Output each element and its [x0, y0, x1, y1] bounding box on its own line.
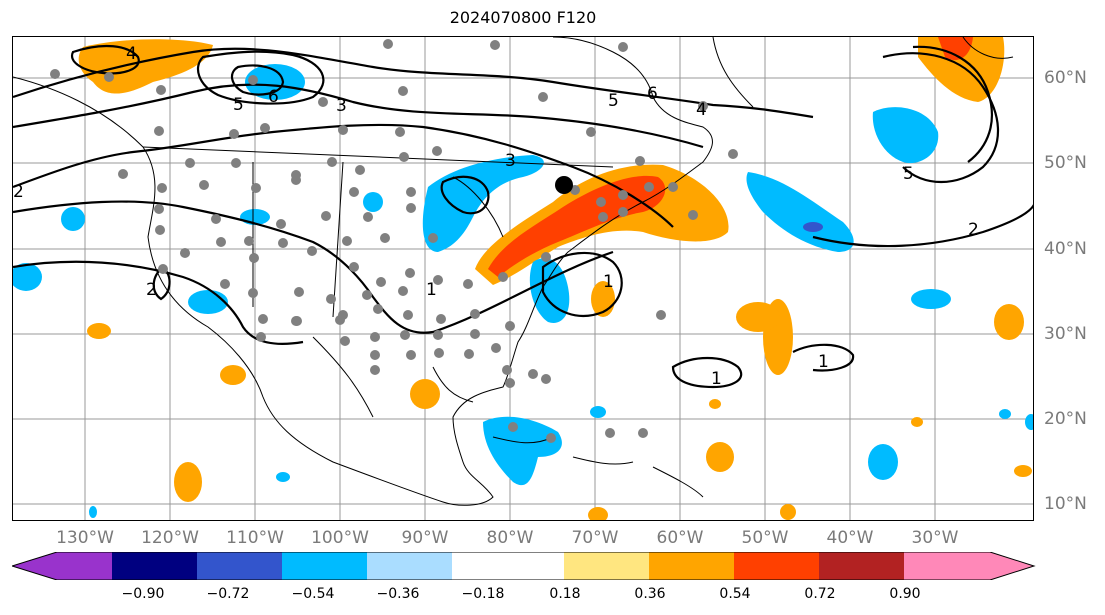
contour-labels: 4 5 6 3 5 6 4 3 2 2 1 1 1 1 2 5	[13, 44, 979, 389]
contour-lines	[13, 44, 1033, 389]
contour-label: 5	[903, 164, 914, 184]
contour-label: 3	[505, 151, 516, 171]
colorbar-segment	[819, 552, 904, 580]
colorbar-segment	[904, 552, 1034, 580]
anomaly-shading	[13, 37, 1033, 520]
station-markers	[50, 39, 738, 443]
contour-label: 1	[603, 272, 614, 292]
lon-label: 80°W	[486, 528, 534, 548]
colorbar-tick: −0.18	[461, 586, 505, 602]
negative-anomaly-ne-atlantic	[872, 107, 939, 164]
positive-anomaly-northeast	[475, 164, 729, 285]
lat-label: 50°N	[1044, 153, 1087, 173]
colorbar-segment	[367, 552, 452, 580]
colorbar-tick: 0.18	[549, 586, 581, 602]
colorbar-tick: −0.54	[291, 586, 335, 602]
lat-label: 10°N	[1044, 494, 1087, 514]
contour-label: 6	[268, 87, 279, 107]
colorbar-tick: −0.36	[376, 586, 420, 602]
lon-label: 120°W	[141, 528, 199, 548]
colorbar-segment	[112, 552, 197, 580]
contour-label: 5	[233, 95, 244, 115]
colorbar-tick: −0.90	[121, 586, 165, 602]
colorbar-tick: 0.90	[889, 586, 921, 602]
lon-label: 30°W	[911, 528, 959, 548]
colorbar-segment	[452, 552, 564, 580]
lat-label: 30°N	[1044, 324, 1087, 344]
contour-label: 1	[818, 352, 829, 372]
contour-label: 1	[711, 369, 722, 389]
colorbar-tick: 0.54	[719, 586, 751, 602]
colorbar-segment	[734, 552, 819, 580]
colorbar-tick: 0.36	[634, 586, 666, 602]
colorbar-segment	[649, 552, 734, 580]
contour-label: 2	[968, 220, 979, 240]
lon-label: 70°W	[571, 528, 619, 548]
colorbar-tick: 0.72	[804, 586, 836, 602]
point-marker	[555, 176, 573, 194]
colorbar-segment	[282, 552, 367, 580]
map-canvas: 4 5 6 3 5 6 4 3 2 2 1 1 1 1 2 5	[13, 37, 1033, 520]
lat-label: 60°N	[1044, 68, 1087, 88]
lon-label: 50°W	[741, 528, 789, 548]
colorbar-segment	[12, 552, 112, 580]
contour-label: 6	[647, 84, 658, 104]
negative-anomaly-caribbean	[483, 416, 562, 486]
lon-label: 130°W	[56, 528, 114, 548]
contour-label: 2	[146, 280, 157, 300]
lat-label: 40°N	[1044, 239, 1087, 259]
negative-anomaly-coast	[529, 258, 570, 323]
colorbar-tick: −0.72	[206, 586, 250, 602]
colorbar	[12, 552, 1036, 580]
contour-label: 4	[696, 100, 707, 120]
contour-label: 1	[426, 280, 437, 300]
lon-label: 110°W	[226, 528, 284, 548]
contour-label: 5	[608, 91, 619, 111]
strong-positive-anomaly	[488, 175, 666, 277]
colorbar-segment	[197, 552, 282, 580]
map-title: 2024070800 F120	[449, 8, 597, 27]
lon-label: 40°W	[826, 528, 874, 548]
lon-label: 60°W	[656, 528, 704, 548]
contour-label: 4	[126, 44, 137, 64]
contour-label: 3	[336, 96, 347, 116]
lon-label: 90°W	[401, 528, 449, 548]
contour-label: 2	[13, 182, 24, 202]
negative-anomaly-atlantic	[746, 172, 854, 252]
map-panel: 4 5 6 3 5 6 4 3 2 2 1 1 1 1 2 5	[12, 36, 1034, 521]
lon-label: 100°W	[311, 528, 369, 548]
colorbar-segment	[564, 552, 649, 580]
lat-label: 20°N	[1044, 409, 1087, 429]
